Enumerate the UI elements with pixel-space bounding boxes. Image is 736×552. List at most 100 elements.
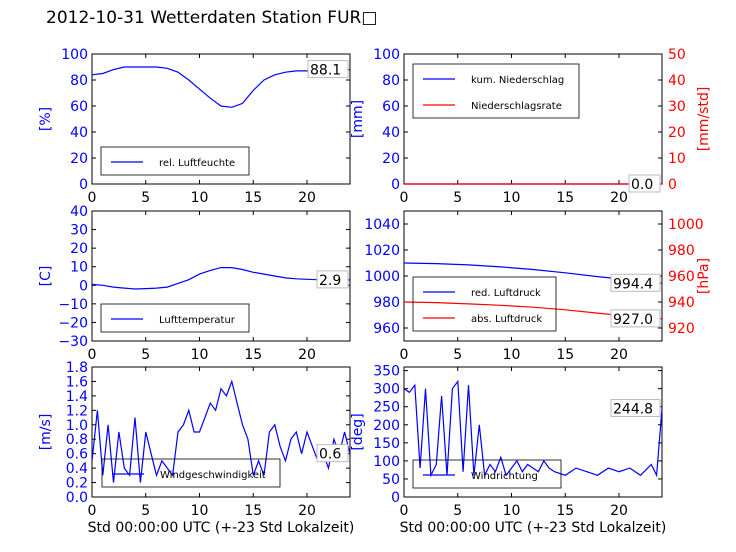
legend-entry: red. Luftdruck [471, 288, 541, 299]
x-tick-label: 20 [610, 503, 628, 519]
x-tick-label: 5 [453, 190, 462, 206]
y-right-tick-label: 30 [668, 99, 686, 115]
series-line-1 [91, 66, 350, 108]
x-tick-label: 10 [503, 347, 521, 363]
y-tick-label: 100 [373, 47, 400, 63]
last-value-label-box [610, 273, 661, 292]
y-tick-label: −20 [58, 315, 88, 331]
x-axis-label: Std 00:00:00 UTC (+-23 Std Lokalzeit) [88, 520, 355, 536]
y-tick-label: 1.2 [66, 403, 88, 419]
y-axis-label: [m/s] [38, 414, 54, 451]
y-tick-label: 20 [70, 241, 88, 257]
y-tick-label: 60 [382, 99, 400, 115]
legend: Windgeschwindigkeit [101, 458, 281, 488]
x-tick-label: 10 [191, 190, 209, 206]
y-tick-label: 20 [70, 151, 88, 167]
last-value-label-2-box [628, 174, 661, 193]
series-line-1 [91, 267, 350, 290]
y-tick-label: 30 [70, 223, 88, 239]
y-tick-label: 0.2 [66, 476, 88, 492]
last-value-label-2: 927.0 [613, 312, 653, 328]
y-tick-label: 0.0 [66, 490, 88, 506]
y-right-axis-label: [hPa] [696, 258, 712, 294]
y-tick-label: −30 [58, 334, 88, 350]
y-tick-label: 50 [382, 472, 400, 488]
y-tick-label: 980 [373, 295, 400, 311]
x-tick-label: 0 [400, 347, 409, 363]
x-tick-label: 0 [88, 190, 97, 206]
x-tick-label: 5 [453, 347, 462, 363]
legend-entry: Windgeschwindigkeit [160, 470, 266, 481]
legend-box [100, 146, 250, 176]
y-tick-label: 1000 [364, 269, 400, 285]
y-tick-label: 300 [373, 382, 400, 398]
y-tick-label: 1.6 [66, 374, 88, 390]
x-tick-label: 5 [141, 503, 150, 519]
y-tick-label: 0 [79, 278, 88, 294]
x-tick-label: 10 [503, 503, 521, 519]
y-tick-label: 1.4 [66, 389, 88, 405]
last-value-label-box [316, 270, 349, 289]
y-right-tick-label: 920 [668, 321, 695, 337]
y-tick-label: 80 [382, 73, 400, 89]
axes-frame [403, 53, 663, 185]
y-tick-label: 150 [373, 436, 400, 452]
legend-entry: kum. Niederschlag [471, 75, 564, 86]
y-tick-label: 40 [70, 204, 88, 220]
legend-entry: Lufttemperatur [159, 315, 236, 326]
x-tick-label: 10 [191, 503, 209, 519]
legend-box [412, 63, 580, 119]
x-tick-label: 15 [244, 347, 262, 363]
y-tick-label: 80 [70, 73, 88, 89]
x-tick-label: 5 [141, 347, 150, 363]
panel-windspeed: 0 5 10 15 200.00.20.40.60.81.01.21.41.61.8[m… [38, 360, 354, 536]
y-tick-label: 0 [391, 177, 400, 193]
x-tick-label: 0 [88, 347, 97, 363]
panel-precipitation: 0 5 10 15 20 0 20 40 60 80 100 0 10 20 30 40 50 [mm] [mm/s… [350, 47, 712, 206]
y-right-tick-label: 980 [668, 243, 695, 259]
last-value-label-2: 0.0 [631, 177, 653, 193]
x-tick-label: 15 [244, 503, 262, 519]
x-tick-label: 15 [556, 503, 574, 519]
y-tick-label: 40 [70, 125, 88, 141]
x-tick-label: 5 [453, 503, 462, 519]
legend-box [100, 303, 250, 333]
last-value-label: 2.9 [319, 273, 341, 289]
figure-title: 2012-10-31 Wetterdaten Station FUR□ [46, 8, 378, 28]
y-tick-label: 100 [373, 454, 400, 470]
x-tick-label: 20 [610, 190, 628, 206]
legend-entry: Niederschlagsrate [471, 101, 562, 112]
legend: rel. Luftfeuchte [100, 146, 250, 176]
series-line-1 [403, 379, 663, 478]
x-tick-label: 20 [610, 347, 628, 363]
y-tick-label: 1040 [364, 217, 400, 233]
legend: red. Luftdruck abs. Luftdruck [412, 276, 557, 332]
last-value-label-box [307, 60, 349, 79]
y-tick-label: 0 [79, 177, 88, 193]
y-axis-label: [mm] [350, 100, 366, 138]
y-tick-label: 0.6 [66, 447, 88, 463]
y-tick-label: 100 [61, 47, 88, 63]
legend: Lufttemperatur [100, 303, 250, 333]
y-right-tick-label: 940 [668, 295, 695, 311]
x-tick-label: 5 [141, 190, 150, 206]
x-tick-label: 20 [298, 503, 316, 519]
panel-humidity: 0 5 10 15 20 0 20 40 60 80 100 [%] rel. Luftfeuchte 8… [38, 47, 351, 206]
y-tick-label: 0.8 [66, 432, 88, 448]
y-right-tick-label: 960 [668, 269, 695, 285]
y-right-tick-label: 50 [668, 47, 686, 63]
x-tick-label: 10 [503, 190, 521, 206]
y-tick-label: 200 [373, 418, 400, 434]
x-tick-label: 20 [298, 190, 316, 206]
last-value-label: 244.8 [613, 402, 653, 418]
y-tick-label: 1020 [364, 243, 400, 259]
y-right-tick-label: 40 [668, 73, 686, 89]
y-tick-label: 0 [391, 490, 400, 506]
y-tick-label: 960 [373, 321, 400, 337]
legend-entry: abs. Luftdruck [471, 314, 542, 325]
y-axis-label: [%] [38, 107, 54, 131]
last-value-label: 994.4 [613, 276, 653, 292]
y-tick-label: 40 [382, 125, 400, 141]
